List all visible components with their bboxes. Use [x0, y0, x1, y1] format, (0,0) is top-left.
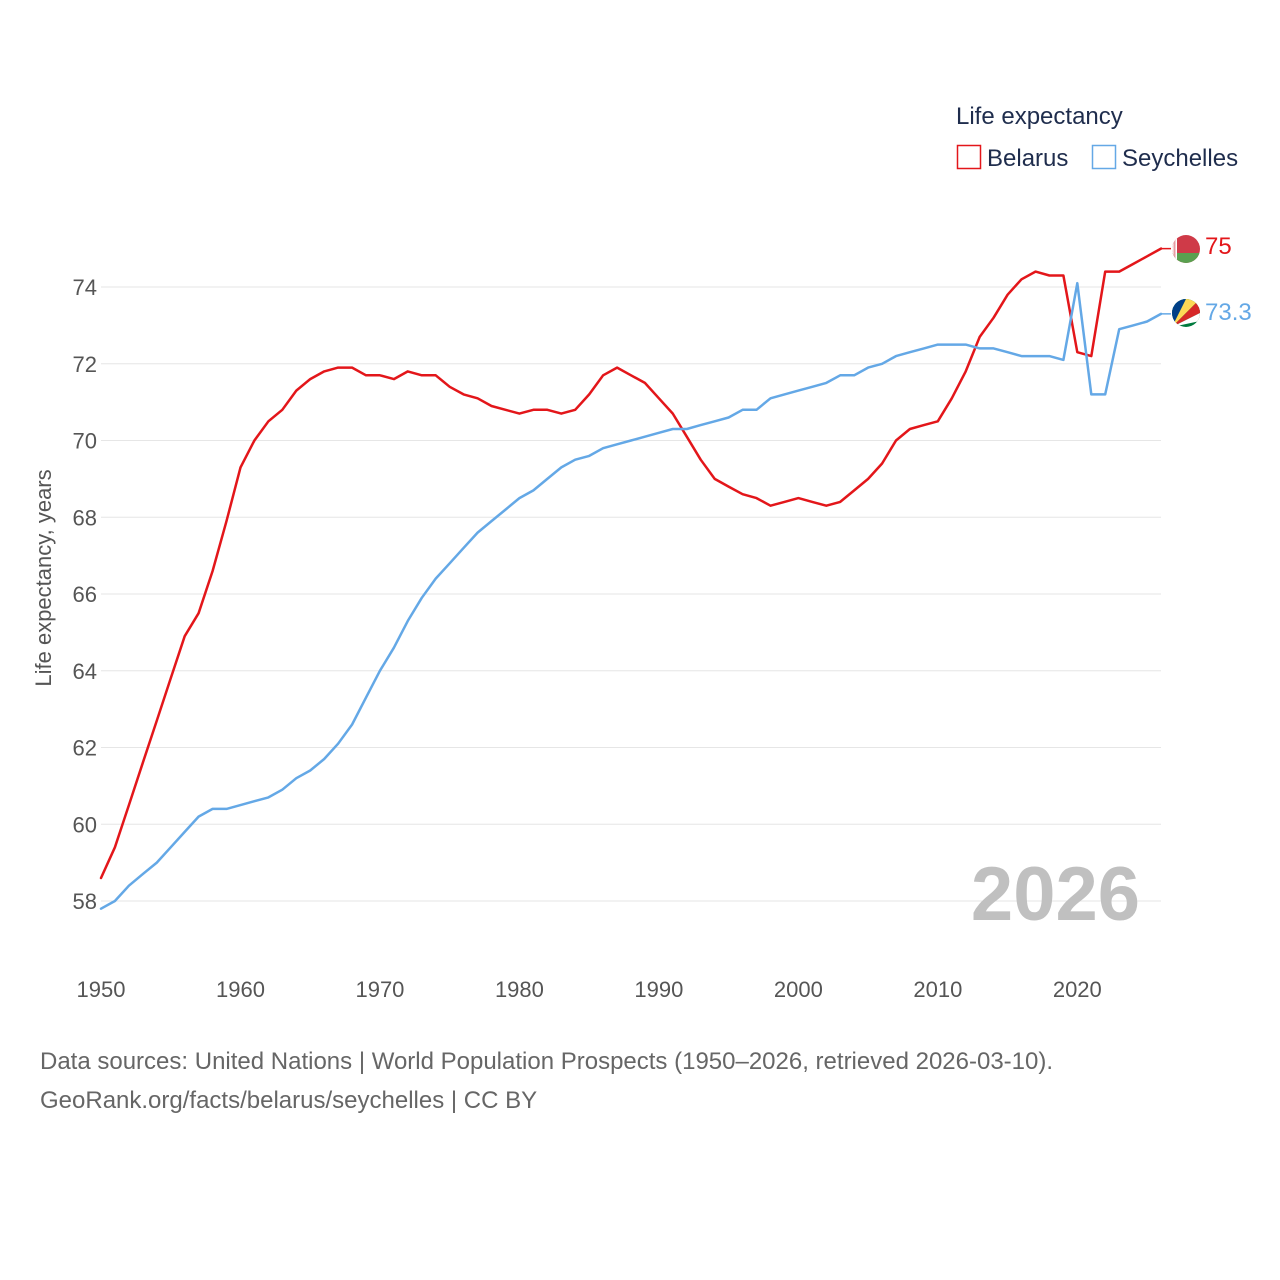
y-tick-label: 74 — [73, 275, 97, 300]
credit-line: GeoRank.org/facts/belarus/seychelles | C… — [40, 1087, 538, 1114]
x-tick-label: 1960 — [216, 977, 265, 1002]
y-tick-label: 62 — [73, 736, 97, 761]
x-tick-label: 1990 — [634, 977, 683, 1002]
life-expectancy-chart: 58 60 62 64 66 68 70 72 74 1950 1960 1970 1980 1990 2… — [31, 103, 1252, 1002]
y-axis-label: Life expectancy, years — [31, 469, 56, 686]
y-tick-label: 66 — [73, 582, 97, 607]
legend-item-seychelles[interactable]: Seychelles — [1091, 144, 1239, 172]
legend-swatch-seychelles — [1091, 144, 1117, 170]
y-tick-label: 68 — [73, 505, 97, 530]
y-tick-label: 60 — [73, 812, 97, 837]
year-watermark: 2026 — [971, 852, 1140, 937]
y-tick-label: 64 — [73, 659, 97, 684]
legend-label-belarus: Belarus — [987, 145, 1068, 172]
x-tick-label: 1980 — [495, 977, 544, 1002]
seychelles-flag-icon — [1172, 299, 1200, 327]
end-value-label-seychelles: 73.3 — [1205, 299, 1252, 326]
legend: Life expectancy Belarus Seychelles — [956, 103, 1238, 172]
end-value-label-belarus: 75 — [1205, 233, 1232, 260]
series-line-belarus[interactable] — [99, 247, 1163, 880]
source-note: Data sources: United Nations | World Pop… — [40, 1042, 1240, 1120]
y-tick-label: 72 — [73, 352, 97, 377]
legend-swatch-belarus — [956, 144, 982, 170]
x-tick-label: 2000 — [774, 977, 823, 1002]
x-tick-label: 2020 — [1053, 977, 1102, 1002]
legend-item-belarus[interactable]: Belarus — [956, 144, 1069, 172]
gridlines — [101, 286, 1161, 902]
y-tick-label: 70 — [73, 429, 97, 454]
x-tick-label: 1970 — [355, 977, 404, 1002]
y-axis-ticks: 58 60 62 64 66 68 70 72 74 — [73, 275, 97, 914]
belarus-flag-icon — [1172, 235, 1200, 263]
x-tick-label: 1950 — [77, 977, 126, 1002]
legend-title: Life expectancy — [956, 103, 1123, 130]
x-tick-label: 2010 — [913, 977, 962, 1002]
source-line: Data sources: United Nations | World Pop… — [40, 1048, 1054, 1075]
legend-label-seychelles: Seychelles — [1122, 145, 1238, 172]
x-axis-ticks: 1950 1960 1970 1980 1990 2000 2010 2020 — [77, 977, 1102, 1002]
y-tick-label: 58 — [73, 889, 97, 914]
series-line-seychelles[interactable] — [99, 281, 1163, 910]
series-lines — [99, 247, 1171, 910]
